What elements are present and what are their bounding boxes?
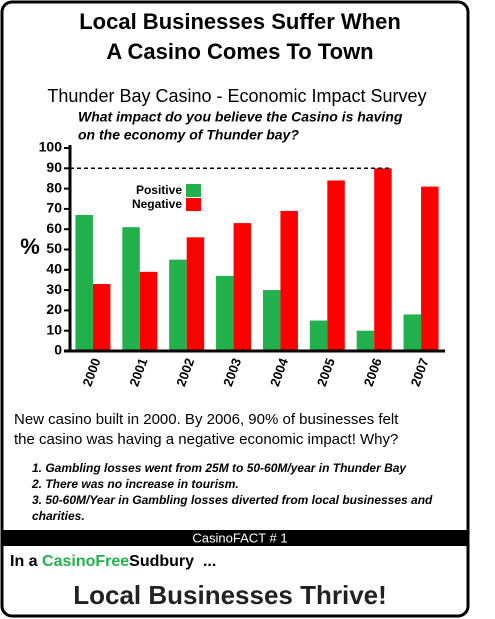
y-tick-label: 70 — [46, 200, 62, 216]
y-tick-label: 40 — [46, 261, 62, 277]
tagline: Local Businesses Thrive! — [73, 580, 387, 610]
legend-swatch — [186, 198, 201, 211]
bar — [374, 168, 392, 351]
footer-part: ... — [194, 553, 216, 570]
y-tick-label: 30 — [46, 281, 62, 297]
fact-bar — [2, 530, 468, 546]
footer-line: In a CasinoFreeSudbury ... — [10, 553, 216, 570]
bar — [186, 237, 205, 351]
reason-text: charities. — [32, 509, 85, 523]
y-tick-label: 10 — [46, 321, 62, 337]
legend-label: Negative — [132, 197, 182, 211]
footer-part: In a — [10, 553, 42, 570]
legend-swatch — [186, 184, 201, 197]
bar — [262, 290, 281, 351]
bar — [92, 284, 111, 351]
legend-label: Positive — [136, 183, 182, 197]
fact-text: CasinoFACT # 1 — [192, 530, 287, 545]
footer-part: CasinoFree — [42, 553, 129, 570]
reason-text: 1. Gambling losses went from 25M to 50-6… — [32, 461, 407, 475]
bar — [280, 210, 298, 351]
y-axis-label: % — [20, 234, 40, 259]
bar — [356, 330, 375, 351]
y-tick-label: 60 — [46, 220, 62, 236]
y-tick-label: 20 — [46, 301, 62, 317]
bar — [309, 320, 328, 351]
footer-part: Sudbury — [129, 553, 194, 570]
y-tick-label: 0 — [54, 342, 62, 358]
y-tick-label: 90 — [46, 159, 62, 175]
bar — [122, 227, 140, 351]
bar — [139, 271, 158, 351]
note-text: New casino built in 2000. By 2006, 90% o… — [14, 411, 399, 428]
reason-text: 3. 50-60M/Year in Gambling losses divert… — [32, 493, 433, 507]
bar — [421, 186, 439, 351]
bar — [75, 214, 93, 351]
y-tick-label: 50 — [46, 240, 62, 256]
headline: A Casino Comes To Town — [106, 39, 373, 64]
bar — [216, 275, 234, 351]
chart-subtitle: on the economy of Thunder bay? — [78, 127, 299, 143]
note-text: the casino was having a negative economi… — [14, 431, 398, 448]
y-tick-label: 80 — [46, 179, 62, 195]
y-tick-label: 100 — [39, 139, 63, 155]
chart-title: Thunder Bay Casino - Economic Impact Sur… — [47, 86, 426, 106]
bar — [327, 180, 345, 351]
reason-text: 2. There was no increase in tourism. — [31, 477, 239, 491]
headline: Local Businesses Suffer When — [79, 9, 401, 34]
chart-subtitle: What impact do you believe the Casino is… — [78, 109, 403, 125]
bar — [403, 314, 422, 351]
bar — [169, 259, 187, 351]
bar — [233, 223, 252, 351]
